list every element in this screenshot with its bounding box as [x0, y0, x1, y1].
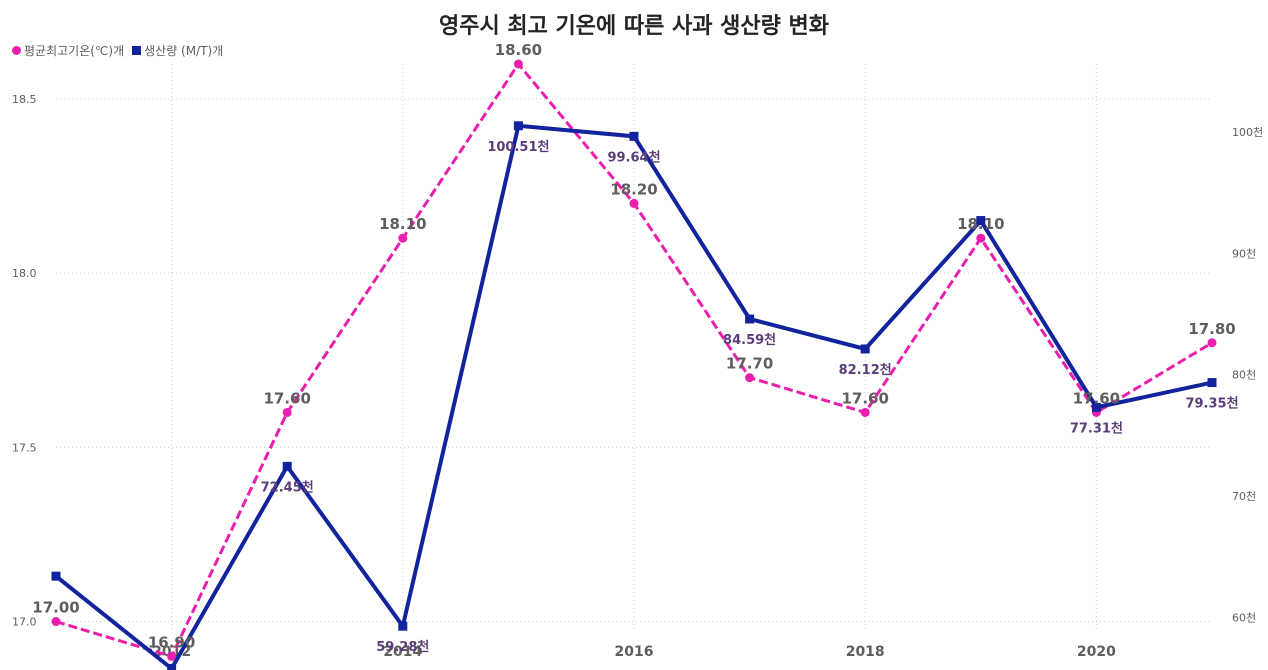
- point-temperature: [629, 198, 639, 208]
- point-production: [1091, 402, 1101, 412]
- x-tick-label: 2014: [383, 644, 422, 660]
- data-label-production: 77.31천: [1070, 421, 1123, 436]
- point-temperature: [282, 407, 292, 417]
- legend-swatch-production: [132, 46, 142, 55]
- x-tick-label: 2020: [1077, 644, 1116, 660]
- point-temperature: [860, 407, 870, 417]
- y-right-tick-label: 60천: [1232, 610, 1256, 624]
- point-production: [1207, 378, 1217, 388]
- legend-label-temperature: 평균최고기온(℃)개: [24, 44, 125, 58]
- x-tick-label: 2016: [615, 644, 654, 660]
- legend-swatch-temperature: [12, 46, 21, 55]
- data-label-production: 72.45천: [261, 480, 314, 495]
- point-temperature: [976, 233, 986, 243]
- y-left-tick-label: 18.0: [12, 267, 37, 280]
- data-label-temperature: 17.70: [726, 355, 773, 373]
- point-production: [745, 314, 755, 324]
- data-label-temperature: 17.60: [841, 389, 888, 407]
- point-temperature: [167, 651, 177, 661]
- point-temperature: [513, 59, 523, 69]
- y-right-tick-label: 100천: [1232, 125, 1263, 139]
- data-label-temperature: 18.10: [379, 215, 426, 233]
- y-right-tick-label: 70천: [1232, 489, 1256, 503]
- point-temperature: [745, 373, 755, 383]
- x-tick-label: 2018: [846, 644, 885, 660]
- data-label-temperature: 18.60: [495, 41, 542, 59]
- point-production: [398, 621, 408, 631]
- point-production: [51, 571, 61, 581]
- point-production: [167, 664, 177, 670]
- data-label-temperature: 18.10: [957, 215, 1004, 233]
- data-label-temperature: 16.90: [148, 633, 195, 651]
- y-left-tick-label: 17.0: [12, 616, 37, 629]
- legend-item-production[interactable]: 생산량 (M/T)개: [132, 42, 223, 59]
- data-label-production: 82.12천: [839, 363, 892, 378]
- legend: 평균최고기온(℃)개 생산량 (M/T)개: [12, 42, 231, 59]
- data-label-production: 84.59천: [723, 333, 776, 348]
- data-label-temperature: 17.80: [1188, 320, 1235, 338]
- y-left-tick-label: 18.5: [12, 93, 37, 106]
- data-label-production: 100.51천: [487, 140, 549, 155]
- data-label-temperature: 17.00: [32, 599, 79, 617]
- point-production: [860, 344, 870, 354]
- point-production: [513, 121, 523, 131]
- y-right-tick-label: 80천: [1232, 368, 1256, 382]
- point-production: [976, 216, 986, 226]
- legend-item-temperature[interactable]: 평균최고기온(℃)개: [12, 42, 124, 59]
- point-temperature: [1207, 338, 1217, 348]
- data-label-temperature: 17.60: [1073, 389, 1120, 407]
- data-label-temperature: 17.60: [263, 389, 310, 407]
- legend-label-production: 생산량 (M/T)개: [144, 44, 224, 58]
- data-label-production: 79.35천: [1185, 397, 1238, 412]
- y-left-tick-label: 17.5: [12, 441, 37, 454]
- point-production: [629, 131, 639, 141]
- point-temperature: [51, 617, 61, 627]
- point-temperature: [398, 233, 408, 243]
- data-label-temperature: 18.20: [610, 180, 657, 198]
- point-production: [282, 461, 292, 471]
- data-label-production: 59.28천: [376, 640, 429, 655]
- y-right-tick-label: 90천: [1232, 246, 1256, 260]
- chart-title: 영주시 최고 기온에 따른 사과 생산량 변화: [438, 14, 830, 39]
- data-label-production: 99.64천: [607, 150, 660, 165]
